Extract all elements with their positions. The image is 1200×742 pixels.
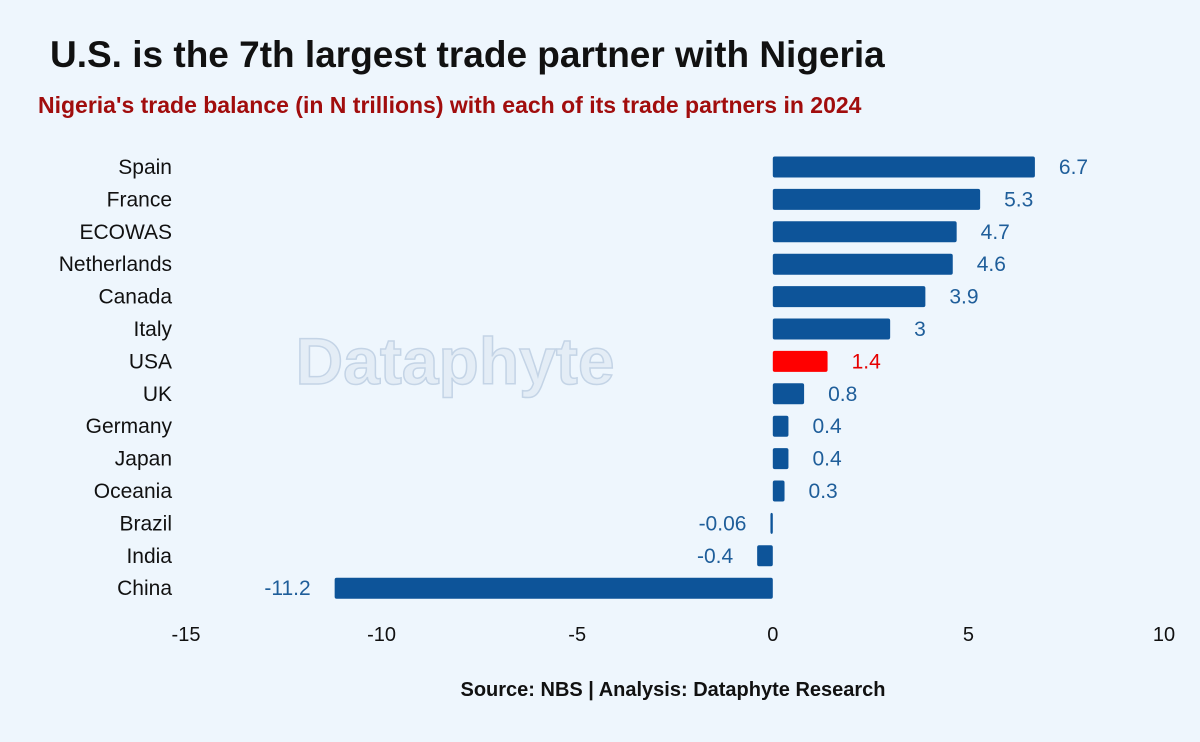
chart-title: U.S. is the 7th largest trade partner wi… bbox=[50, 34, 885, 75]
value-label: 0.4 bbox=[812, 415, 842, 438]
value-label: 0.8 bbox=[828, 383, 857, 406]
value-label: -0.4 bbox=[697, 545, 734, 568]
bar-canada bbox=[772, 286, 926, 308]
value-labels-group: 6.7 5.3 4.7 4.6 3.9 3 1.4 0.8 0.4 0.4 0.3 -0.06 -0.4… bbox=[264, 156, 1088, 600]
x-tick-label: 10 bbox=[1153, 624, 1175, 646]
x-tick-label: 0 bbox=[767, 624, 778, 646]
x-tick-label: -10 bbox=[367, 624, 396, 646]
x-axis-ticks: -15 -10 -5 0 5 10 bbox=[172, 624, 1176, 646]
category-label: India bbox=[126, 545, 172, 568]
x-tick-label: -15 bbox=[172, 624, 201, 646]
category-label: China bbox=[117, 577, 172, 600]
category-label: Italy bbox=[133, 318, 172, 341]
category-label: UK bbox=[143, 383, 172, 406]
bar-uk bbox=[772, 383, 805, 405]
bar-brazil bbox=[770, 512, 773, 534]
category-label: Japan bbox=[115, 448, 172, 471]
x-tick-label: -5 bbox=[568, 624, 586, 646]
chart-subtitle: Nigeria's trade balance (in N trillions)… bbox=[38, 92, 862, 118]
value-label: 6.7 bbox=[1059, 156, 1088, 179]
category-label: Brazil bbox=[119, 512, 172, 535]
category-label: Spain bbox=[118, 156, 172, 179]
value-label: 0.3 bbox=[809, 480, 838, 503]
category-label: Canada bbox=[98, 286, 172, 309]
category-label: Germany bbox=[86, 415, 173, 438]
value-label: 5.3 bbox=[1004, 188, 1033, 211]
bar-india bbox=[757, 545, 773, 567]
bars-group bbox=[334, 156, 1035, 599]
bar-oceania bbox=[772, 480, 785, 502]
category-label: France bbox=[107, 188, 172, 211]
value-label: -11.2 bbox=[264, 577, 310, 600]
bar-netherlands bbox=[772, 253, 953, 275]
bar-spain bbox=[772, 156, 1035, 178]
value-label: 3.9 bbox=[949, 286, 978, 309]
bar-germany bbox=[772, 415, 789, 437]
source-note: Source: NBS | Analysis: Dataphyte Resear… bbox=[460, 679, 886, 701]
category-label: USA bbox=[129, 350, 172, 373]
value-label: 4.7 bbox=[981, 221, 1010, 244]
x-tick-label: 5 bbox=[963, 624, 974, 646]
value-label: 1.4 bbox=[852, 350, 882, 373]
bar-japan bbox=[772, 448, 789, 470]
value-label: 3 bbox=[914, 318, 926, 341]
bar-italy bbox=[772, 318, 891, 340]
bar-france bbox=[772, 188, 981, 210]
bar-china bbox=[334, 577, 773, 599]
category-label: Netherlands bbox=[59, 253, 172, 276]
value-label: 4.6 bbox=[977, 253, 1006, 276]
watermark-logo: Dataphyte bbox=[295, 324, 614, 398]
category-labels-group: Spain France ECOWAS Netherlands Canada Italy U… bbox=[59, 156, 173, 600]
category-label: ECOWAS bbox=[79, 221, 172, 244]
bar-usa bbox=[772, 350, 828, 372]
bar-ecowas bbox=[772, 221, 957, 243]
value-label: 0.4 bbox=[812, 448, 842, 471]
category-label: Oceania bbox=[94, 480, 173, 503]
value-label: -0.06 bbox=[699, 512, 747, 535]
